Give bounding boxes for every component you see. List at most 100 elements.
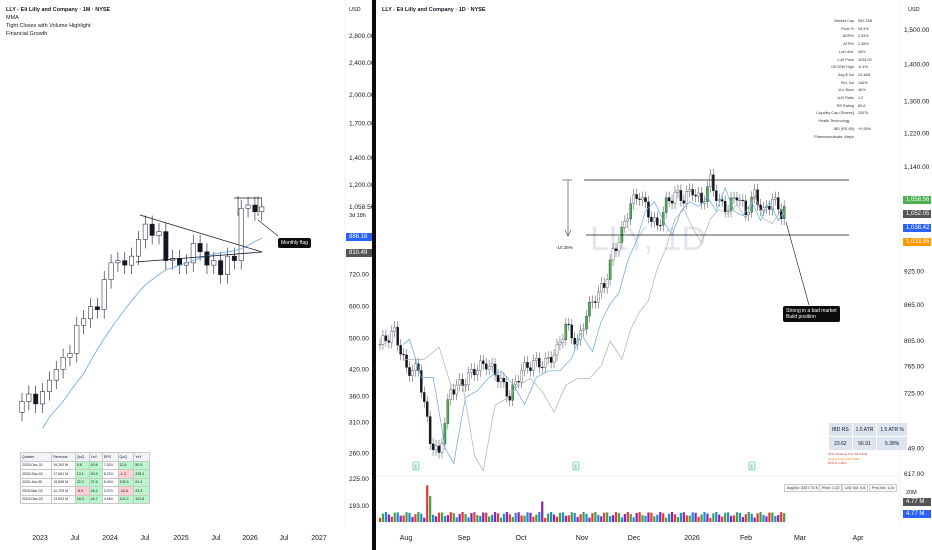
fundamentals-cell: 102.2 [117,494,135,504]
volume-bar [682,512,685,522]
right-candle-body [561,339,565,343]
volume-bar [756,513,759,522]
right-candle-body [635,194,638,199]
stat-label: Float % [841,26,854,31]
atr-value: 56.91 [851,436,878,451]
volume-bar [585,513,588,522]
stat-label: Vol. Buzz [838,88,854,93]
right-candle-body [381,335,385,345]
avg-volume-box: AvgVol: 3437.74 K [784,484,822,492]
left-candle-body [156,231,162,236]
left-price-label: 360.00 [349,393,369,400]
right-candle-body [685,191,689,204]
right-candle-body [452,389,456,395]
right-time-axis: Aug Sep Oct Nov Dec 2026 Feb Mar Apr [400,535,864,542]
indicator-mma[interactable]: MMA [6,15,19,21]
ibd-extra-3: 0.40R [851,456,860,461]
ibd-rs-value: 23.62 [828,436,853,451]
annotation-line-1: Strong in a bad market [786,308,837,314]
fundamentals-cell: 22.2 [74,477,90,487]
left-candle-body [60,356,66,370]
stat-row: Market Cap 952.34B [794,18,874,26]
volume-bar [620,517,623,522]
right-candle-body [408,367,411,376]
right-chart-legend: LLY - Eli Lilly and Company · 1D · NYSE [382,6,486,14]
volume-bar [402,515,405,522]
right-candle-body [567,323,571,326]
right-candle-body [768,206,771,210]
monthly-flag-annotation[interactable]: Monthly flag [278,238,311,248]
stat-value: 46% [858,88,866,93]
right-candle-body [446,399,450,424]
indicator-financial-growth[interactable]: Financial Growth [6,31,48,37]
right-candle-body [476,370,479,376]
daily-chart-pane[interactable]: LLY, 1D -10.35% E E E 1,500.00 1,400.00 1,30… [376,0,932,550]
left-candle-body [190,243,196,264]
right-candle-body [523,362,526,371]
right-candle-body [490,363,494,367]
left-price-label: 500.00 [349,336,369,343]
right-price-label: 1,400.00 [904,61,930,68]
right-candle-body [384,335,388,341]
volume-bar [396,512,399,522]
right-candle-body [744,200,748,216]
volume-bar [499,517,503,522]
volume-bar [496,513,500,522]
volume-bar [582,512,585,522]
volume-bar [437,512,441,522]
right-time-label: Sep [458,535,471,542]
pane-divider[interactable] [372,0,376,550]
right-time-label: 2026 [684,535,700,542]
right-ma-line-blue [403,187,785,465]
monthly-chart-pane[interactable]: 2,800.00 2,400.00 2,000.00 1,700.00 1,400.00… [0,0,372,550]
volume-bar [771,512,774,522]
strong-market-annotation[interactable]: Strong in a bad market Build position [783,306,840,322]
daily-chart-svg[interactable]: LLY, 1D -10.35% E E E 1,500.00 1,400.00 1,30… [376,0,932,550]
right-candle-body [644,197,647,203]
left-candle-body [142,223,148,240]
volume-bar [381,513,385,522]
left-candle-body [122,260,128,266]
left-price-label: 310.00 [349,420,369,427]
volume-bar [753,517,756,522]
volume-bar [738,512,741,522]
right-candle-body [467,372,470,385]
right-candle-body [493,363,497,376]
left-price-label: 2,400.00 [349,60,372,67]
volume-bar [378,518,382,522]
sector-label: Health Technology [818,119,850,124]
volume-bar [488,516,491,522]
right-price-label: 725.00 [904,390,924,397]
volume-bar [579,514,582,522]
stat-value: 2.38% [858,42,869,47]
left-candle-body [94,306,100,310]
indicator-tight-closes[interactable]: Tight Closes with Volume Highlight [6,23,91,29]
volume-badge-2: 4.77 M [903,510,931,518]
left-price-label: 2,800.00 [349,33,372,40]
right-price-label: 617.00 [904,471,924,478]
stat-label: ATR% [843,42,854,47]
volume-bar [718,514,721,522]
volume-bar [653,516,656,522]
right-candle-body [694,194,697,197]
header-rev-qoq: QoQ [74,452,90,462]
volume-bar [387,514,390,522]
monthly-chart-svg[interactable]: 2,800.00 2,400.00 2,000.00 1,700.00 1,400.00… [0,0,372,550]
right-price-label: 649.00 [904,446,924,453]
left-candle-body [204,251,210,266]
volume-bar [679,512,682,522]
left-time-label: Jul [141,535,150,542]
volume-bar [623,513,626,522]
volume-bar [461,512,464,522]
ibd-extra-5: 1.38% [838,461,847,465]
left-time-label: Jul [212,535,221,542]
ibd-extra: ATR: Distance from 50 0.82R 3 Days From … [828,452,908,466]
volume-bar [780,512,783,522]
stat-row: Liquidity Cap (Shares) 3267k [794,110,874,118]
fundamentals-row: 2025-Mar-03 12,729 M -5.9 45.2 3.070 -34.6 23.… [19,486,150,496]
ud-vol-box: U/D Vol: 0.8 [842,484,869,492]
left-price-label: 600.00 [349,304,369,311]
right-candle-body [679,190,683,201]
right-candle-body [588,302,591,317]
